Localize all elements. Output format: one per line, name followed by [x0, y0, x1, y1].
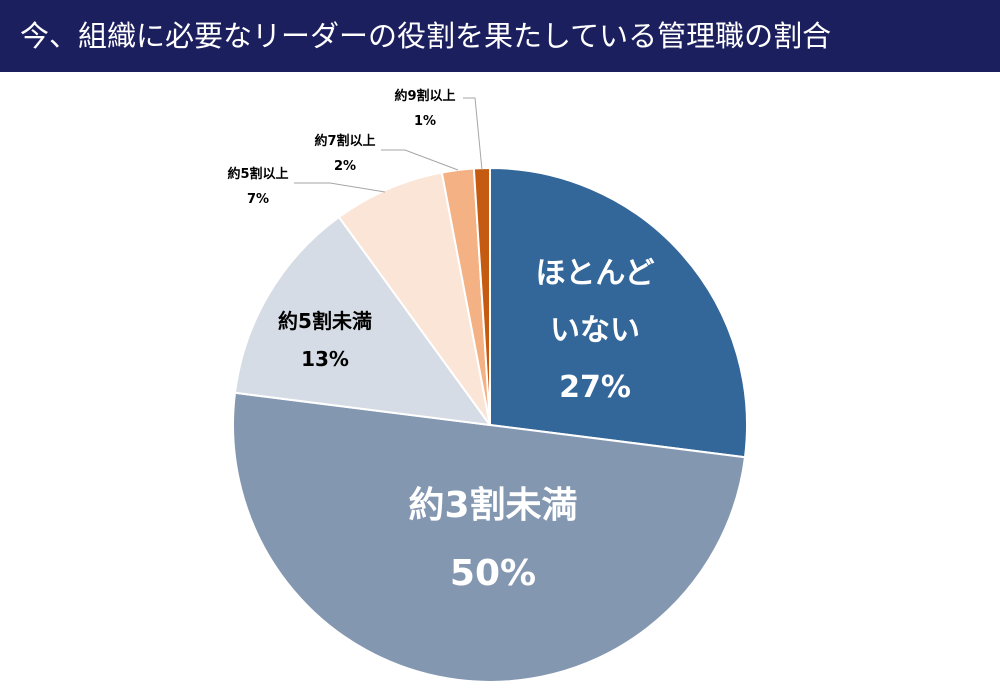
pie-slice	[232, 391, 747, 683]
value-label: 27%	[559, 370, 631, 405]
data-label: 約7割以上 2%	[295, 130, 395, 179]
value-label: 13%	[301, 347, 349, 371]
category-label: ほとんどいない	[535, 256, 655, 348]
data-label: 約5割以上 7%	[208, 163, 308, 212]
data-label: 約9割以上 1%	[375, 85, 475, 134]
pie-slice	[233, 215, 493, 427]
pie-slice	[489, 166, 748, 459]
leader-line	[463, 97, 483, 171]
leader-line	[381, 149, 459, 171]
value-label: 2%	[333, 158, 357, 174]
data-label: 約5割未満 13%	[225, 302, 425, 378]
category-label: 約5割以上	[227, 167, 289, 182]
value-label: 50%	[449, 553, 537, 595]
data-label: ほとんどいない 27%	[525, 245, 665, 416]
category-label: 約9割以上	[394, 89, 456, 104]
category-label: 約5割未満	[278, 309, 372, 333]
pie-slice	[337, 171, 491, 426]
category-label: 約3割未満	[408, 485, 578, 526]
chart-title: 今、組織に必要なリーダーの役割を果たしている管理職の割合	[0, 0, 1000, 72]
leader-line	[294, 182, 386, 193]
category-label: 約7割以上	[314, 134, 376, 149]
value-label: 7%	[246, 191, 270, 207]
data-label: 約3割未満 50%	[343, 472, 643, 609]
value-label: 1%	[413, 113, 437, 129]
